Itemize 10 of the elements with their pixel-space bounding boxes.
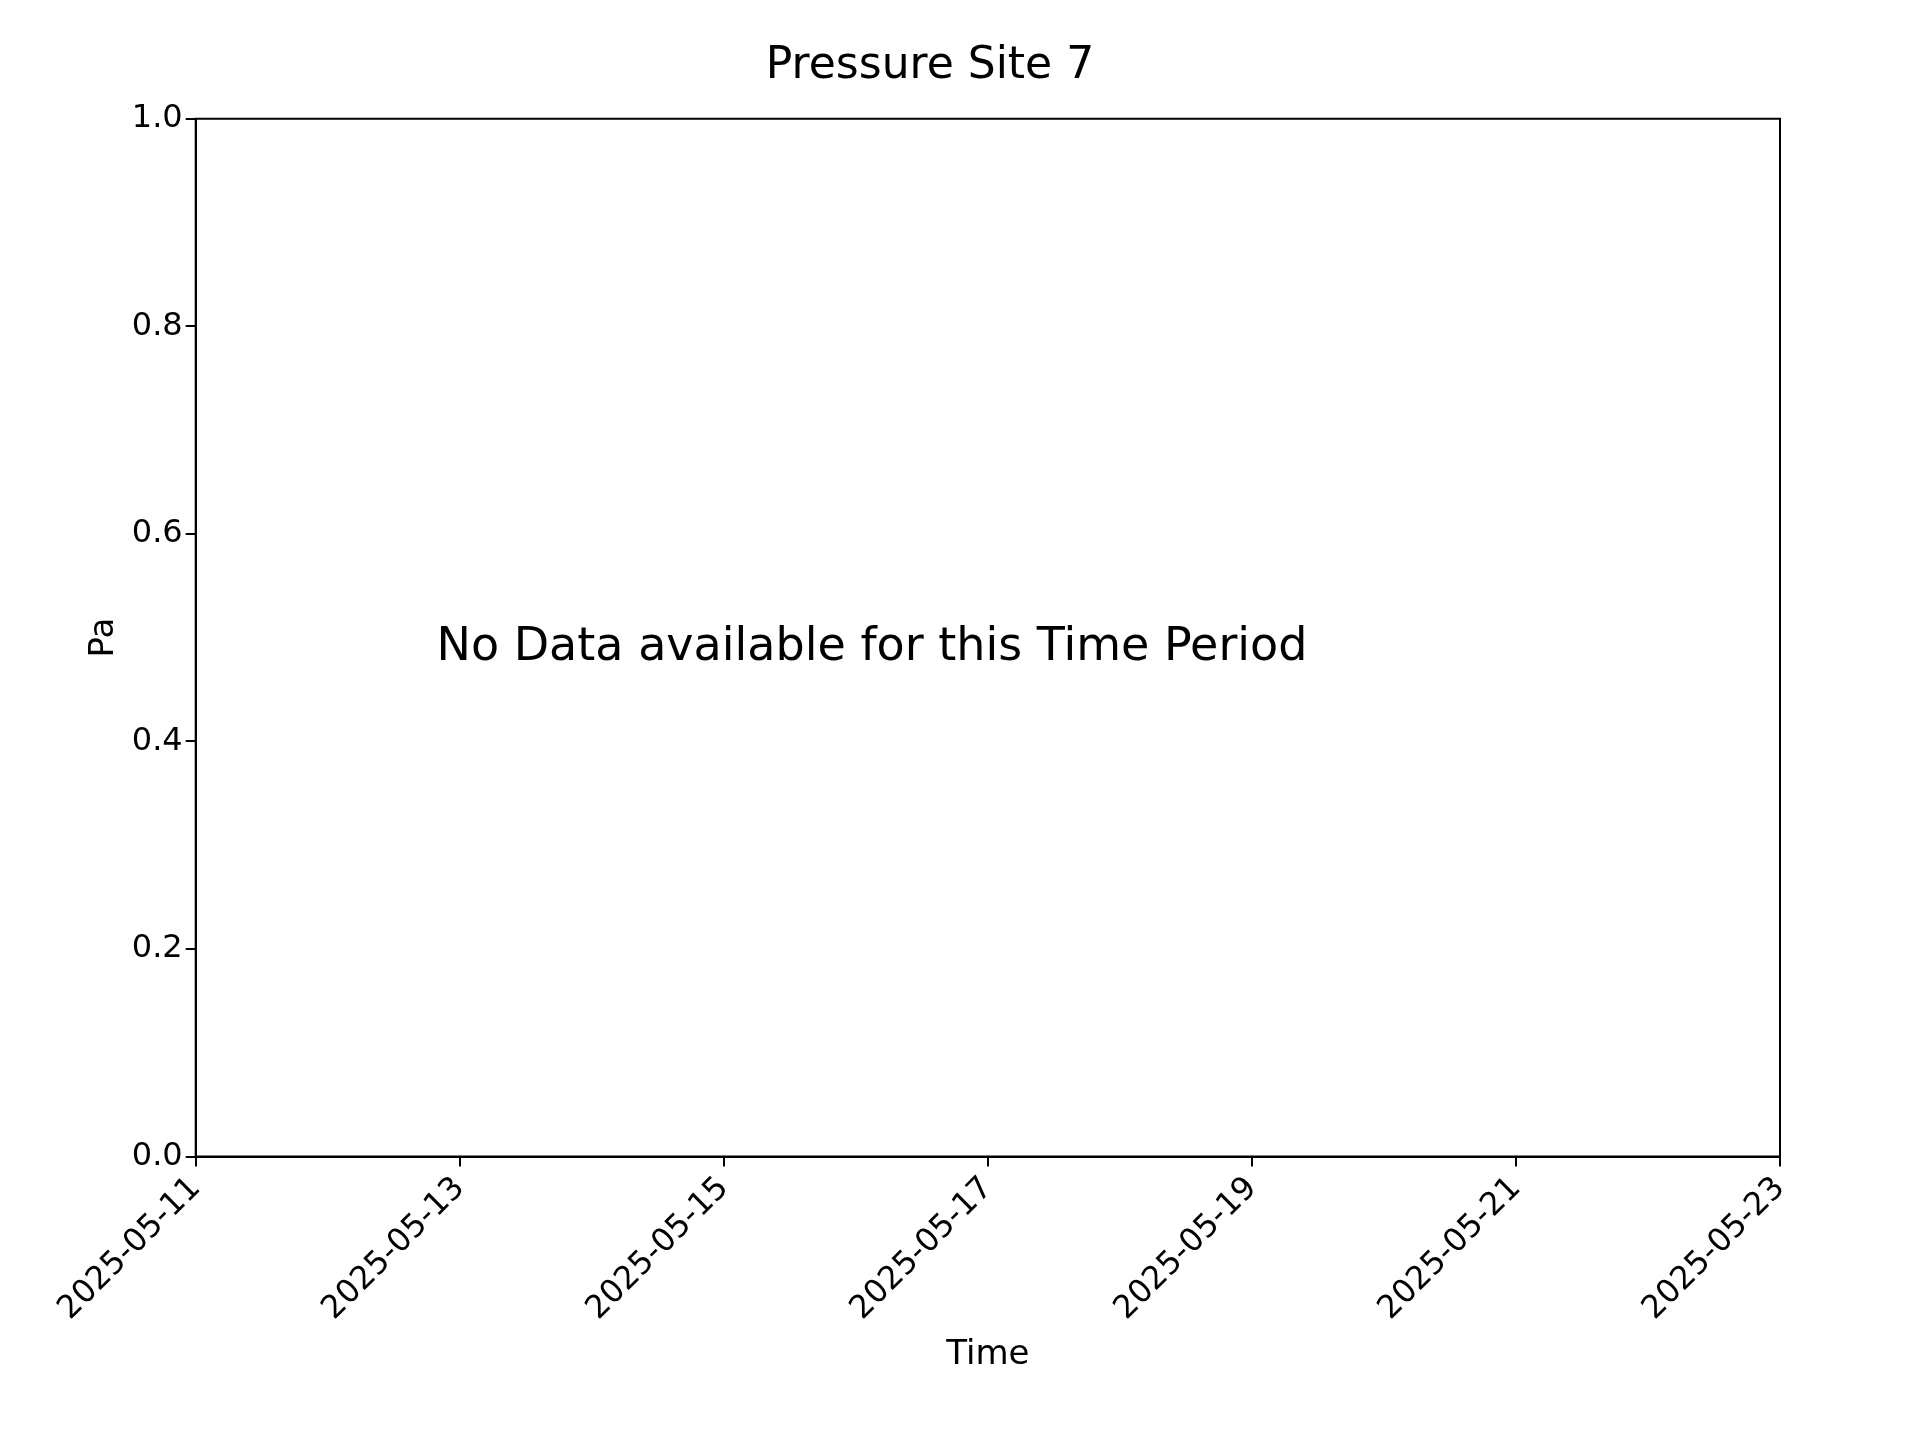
y-tick-label: 1.0 <box>131 97 183 136</box>
y-axis-title: Pa <box>81 617 122 658</box>
x-axis-title: Time <box>945 1332 1030 1373</box>
chart-title: Pressure Site 7 <box>765 36 1095 88</box>
y-tick-label: 0.8 <box>131 304 183 343</box>
y-tick-label: 0.2 <box>131 927 183 966</box>
y-tick-label: 0.6 <box>131 512 183 551</box>
y-tick-label: 0.0 <box>131 1134 183 1173</box>
y-tick-label: 0.4 <box>131 719 183 758</box>
annotation: No Data available for this Time Period <box>436 617 1308 671</box>
